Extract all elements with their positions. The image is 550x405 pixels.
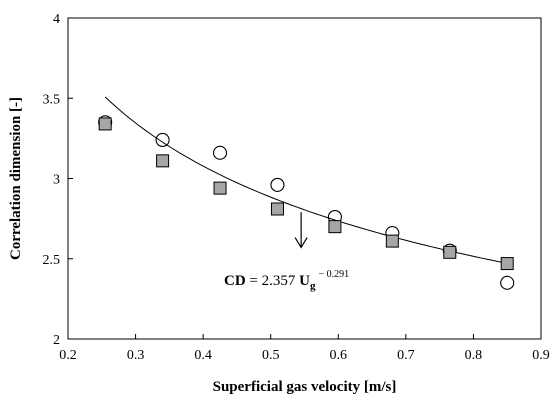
data-point-square [443, 245, 457, 259]
data-point-circle [500, 275, 515, 290]
data-series [98, 115, 515, 290]
data-point-square [500, 257, 514, 271]
x-tick-label: 0.5 [262, 348, 280, 363]
data-point-square [213, 181, 227, 195]
y-axis: 2 2.5 3 3.5 4 [43, 12, 73, 348]
data-point-circle [212, 145, 228, 160]
x-tick-label: 0.9 [532, 348, 550, 363]
x-tick-label: 0.8 [465, 348, 483, 363]
x-tick-label: 0.4 [194, 348, 212, 363]
data-point-square [270, 202, 284, 216]
power-law-fit-curve [104, 96, 508, 264]
data-point-square [385, 234, 399, 248]
x-tick-label: 0.7 [397, 348, 415, 363]
equation-variable: U [299, 273, 310, 289]
data-point-square [328, 220, 342, 234]
y-tick-label: 2 [53, 333, 60, 348]
data-point-square [156, 154, 170, 168]
data-point-circle [155, 132, 170, 148]
equation-lhs: CD [224, 273, 246, 289]
x-axis-title: Superficial gas velocity [m/s] [213, 379, 397, 395]
equation-variable-subscript: g [310, 280, 316, 292]
y-tick-label: 2.5 [43, 253, 61, 268]
x-tick-label: 0.3 [127, 348, 145, 363]
y-tick-label: 3.5 [43, 92, 61, 107]
y-axis-title: Correlation dimension [-] [8, 97, 24, 260]
fit-equation-annotation: CD = 2.357 Ug− 0.291 [224, 212, 349, 292]
x-axis: 0.2 0.3 0.4 0.5 0.6 0.7 0.8 0.9 [59, 334, 550, 363]
y-tick-label: 4 [53, 12, 60, 27]
y-tick-label: 3 [53, 173, 60, 188]
x-tick-label: 0.6 [330, 348, 348, 363]
fit-equation-label: CD = 2.357 Ug− 0.291 [224, 269, 349, 292]
data-point-circle [270, 177, 285, 192]
x-tick-label: 0.2 [59, 348, 77, 363]
data-point-square [98, 117, 112, 131]
annotation-arrowhead [294, 237, 308, 249]
plot-area-frame [67, 17, 542, 340]
equation-exponent: − 0.291 [318, 269, 349, 280]
equation-equals: = 2.357 [246, 273, 299, 289]
